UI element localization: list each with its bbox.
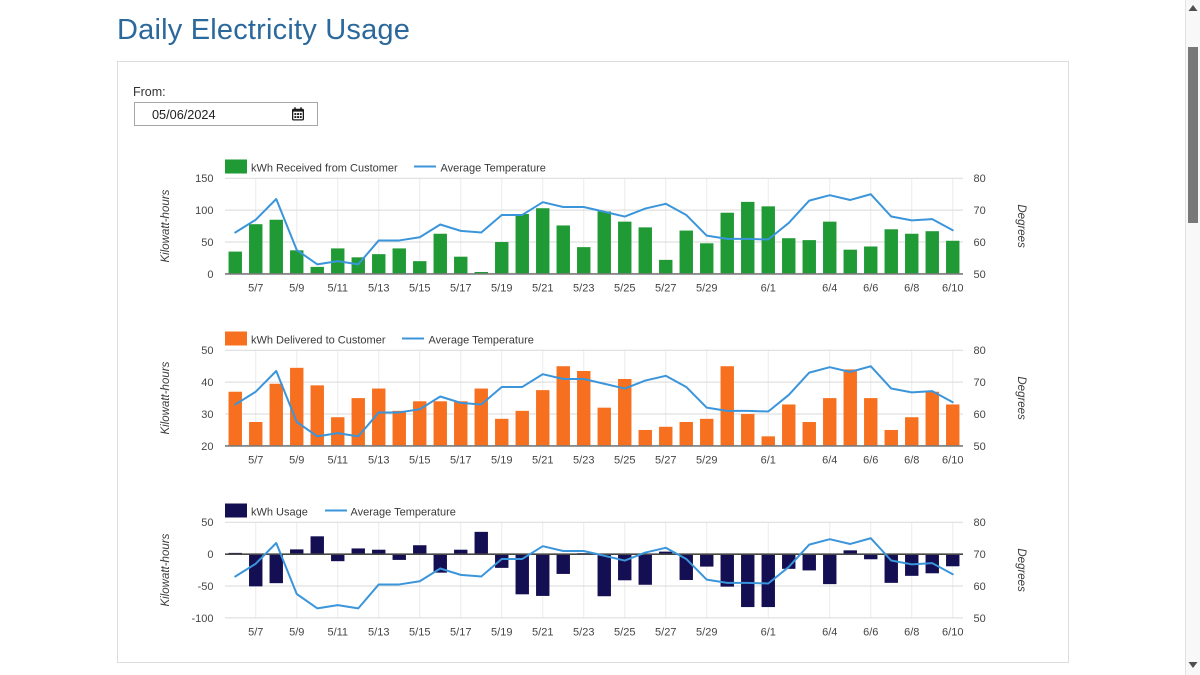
- svg-text:70: 70: [974, 549, 986, 561]
- svg-text:5/7: 5/7: [248, 455, 263, 467]
- svg-text:60: 60: [974, 409, 986, 421]
- svg-text:5/27: 5/27: [655, 283, 676, 295]
- svg-text:Degrees: Degrees: [1015, 204, 1027, 248]
- svg-text:5/19: 5/19: [491, 627, 512, 639]
- svg-text:Average Temperature: Average Temperature: [351, 506, 456, 518]
- svg-text:6/10: 6/10: [942, 283, 963, 295]
- svg-text:5/7: 5/7: [248, 283, 263, 295]
- svg-text:6/4: 6/4: [822, 455, 837, 467]
- svg-text:5/19: 5/19: [491, 455, 512, 467]
- svg-text:5/9: 5/9: [289, 455, 304, 467]
- svg-text:5/29: 5/29: [696, 283, 717, 295]
- svg-text:5/29: 5/29: [696, 627, 717, 639]
- svg-text:5/15: 5/15: [409, 455, 430, 467]
- svg-text:40: 40: [201, 377, 213, 389]
- svg-text:6/10: 6/10: [942, 627, 963, 639]
- svg-text:6/10: 6/10: [942, 455, 963, 467]
- svg-text:6/1: 6/1: [761, 455, 776, 467]
- svg-text:50: 50: [974, 269, 986, 281]
- svg-text:150: 150: [195, 173, 213, 185]
- svg-text:50: 50: [201, 517, 213, 529]
- svg-text:Degrees: Degrees: [1015, 548, 1027, 592]
- svg-text:60: 60: [974, 237, 986, 249]
- svg-text:5/25: 5/25: [614, 627, 635, 639]
- svg-text:Average Temperature: Average Temperature: [441, 162, 546, 174]
- svg-text:70: 70: [974, 377, 986, 389]
- svg-text:kWh Usage: kWh Usage: [251, 506, 308, 518]
- svg-text:5/27: 5/27: [655, 627, 676, 639]
- svg-text:-50: -50: [198, 581, 214, 593]
- svg-text:70: 70: [974, 205, 986, 217]
- svg-text:5/7: 5/7: [248, 627, 263, 639]
- svg-text:50: 50: [201, 237, 213, 249]
- svg-text:5/9: 5/9: [289, 283, 304, 295]
- svg-text:5/11: 5/11: [327, 455, 348, 467]
- svg-text:50: 50: [201, 345, 213, 357]
- svg-text:6/8: 6/8: [904, 627, 919, 639]
- svg-text:5/23: 5/23: [573, 455, 594, 467]
- svg-text:kWh Delivered to Customer: kWh Delivered to Customer: [251, 334, 386, 346]
- svg-text:kWh Received from Customer: kWh Received from Customer: [251, 162, 398, 174]
- svg-text:Kilowatt-hours: Kilowatt-hours: [160, 533, 172, 606]
- svg-text:5/17: 5/17: [450, 283, 471, 295]
- svg-text:50: 50: [974, 441, 986, 453]
- svg-text:6/6: 6/6: [863, 455, 878, 467]
- svg-text:5/13: 5/13: [368, 455, 389, 467]
- svg-text:Kilowatt-hours: Kilowatt-hours: [160, 189, 172, 262]
- svg-text:80: 80: [974, 173, 986, 185]
- svg-text:80: 80: [974, 345, 986, 357]
- svg-text:-100: -100: [191, 613, 213, 625]
- svg-text:Degrees: Degrees: [1015, 376, 1027, 420]
- svg-text:6/1: 6/1: [761, 627, 776, 639]
- svg-text:0: 0: [207, 269, 213, 281]
- svg-text:6/4: 6/4: [822, 627, 837, 639]
- svg-text:6/6: 6/6: [863, 283, 878, 295]
- svg-text:5/13: 5/13: [368, 627, 389, 639]
- svg-text:5/21: 5/21: [532, 283, 553, 295]
- svg-text:5/13: 5/13: [368, 283, 389, 295]
- svg-text:5/27: 5/27: [655, 455, 676, 467]
- svg-text:Kilowatt-hours: Kilowatt-hours: [160, 361, 172, 434]
- svg-text:5/15: 5/15: [409, 283, 430, 295]
- svg-text:6/4: 6/4: [822, 283, 837, 295]
- svg-text:5/11: 5/11: [327, 283, 348, 295]
- svg-text:5/25: 5/25: [614, 283, 635, 295]
- svg-text:5/11: 5/11: [327, 627, 348, 639]
- svg-text:0: 0: [207, 549, 213, 561]
- svg-text:6/6: 6/6: [863, 627, 878, 639]
- svg-text:100: 100: [195, 205, 213, 217]
- svg-text:Average Temperature: Average Temperature: [429, 334, 534, 346]
- svg-text:5/9: 5/9: [289, 627, 304, 639]
- svg-text:5/29: 5/29: [696, 455, 717, 467]
- svg-text:20: 20: [201, 441, 213, 453]
- svg-text:5/23: 5/23: [573, 627, 594, 639]
- svg-text:5/17: 5/17: [450, 627, 471, 639]
- svg-text:80: 80: [974, 517, 986, 529]
- svg-text:5/17: 5/17: [450, 455, 471, 467]
- svg-text:5/21: 5/21: [532, 455, 553, 467]
- svg-text:6/8: 6/8: [904, 455, 919, 467]
- svg-text:5/25: 5/25: [614, 455, 635, 467]
- svg-text:6/8: 6/8: [904, 283, 919, 295]
- svg-text:5/15: 5/15: [409, 627, 430, 639]
- svg-text:6/1: 6/1: [761, 283, 776, 295]
- svg-text:5/21: 5/21: [532, 627, 553, 639]
- svg-text:60: 60: [974, 581, 986, 593]
- svg-text:30: 30: [201, 409, 213, 421]
- svg-text:5/19: 5/19: [491, 283, 512, 295]
- svg-text:50: 50: [974, 613, 986, 625]
- svg-text:5/23: 5/23: [573, 283, 594, 295]
